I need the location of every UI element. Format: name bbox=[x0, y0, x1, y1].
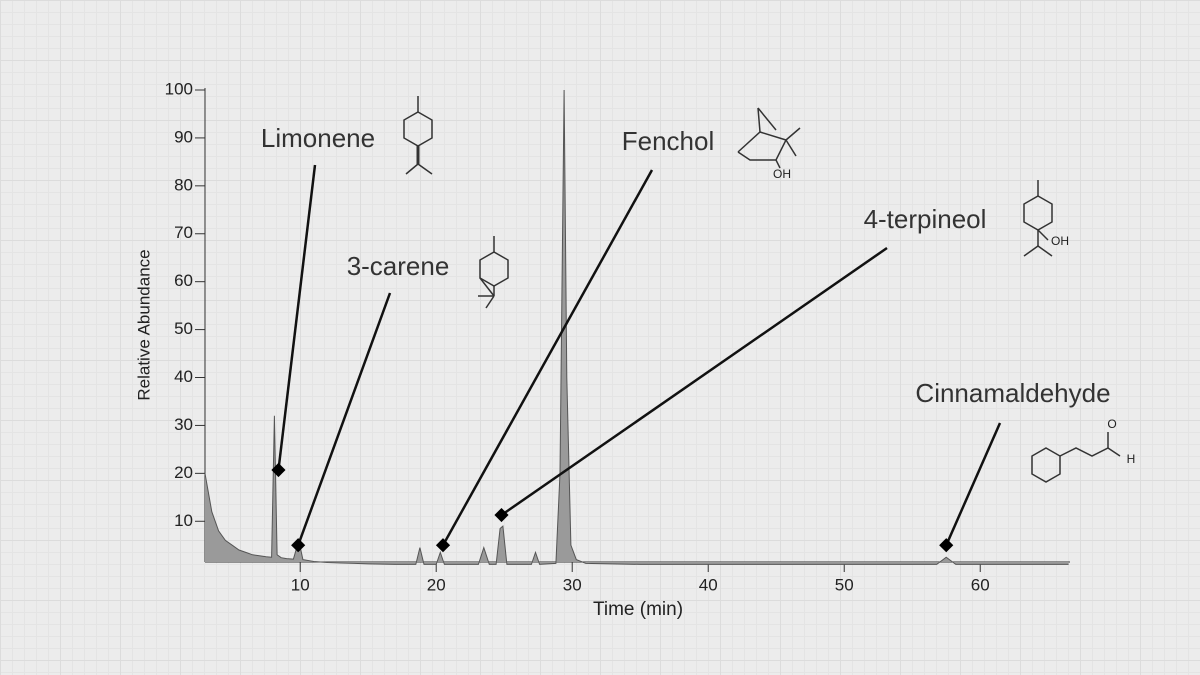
annotation-label: Fenchol bbox=[622, 126, 715, 156]
y-tick-label: 20 bbox=[174, 463, 193, 482]
x-tick-label: 60 bbox=[971, 575, 990, 594]
leader-line bbox=[296, 292, 392, 546]
structure-cinnamaldehyde bbox=[1031, 432, 1121, 483]
y-tick-label: 10 bbox=[174, 511, 193, 530]
trace-area bbox=[205, 90, 1069, 565]
y-tick-label: 100 bbox=[165, 79, 193, 98]
peak-marker bbox=[291, 538, 306, 553]
structure-label: O bbox=[1107, 417, 1116, 431]
leader-line bbox=[277, 164, 317, 471]
peak-marker bbox=[939, 538, 954, 553]
leader-line bbox=[441, 169, 654, 546]
x-tick-label: 50 bbox=[835, 575, 854, 594]
y-axis-title: Relative Abundance bbox=[134, 249, 153, 400]
annotation-label: 4-terpineol bbox=[864, 204, 987, 234]
peak-marker bbox=[271, 462, 286, 478]
y-tick-label: 40 bbox=[174, 367, 193, 386]
leader-line bbox=[500, 246, 888, 517]
x-axis-title: Time (min) bbox=[593, 599, 683, 620]
structure-carene bbox=[478, 236, 509, 309]
trace-line bbox=[204, 89, 1069, 565]
y-tick-label: 80 bbox=[174, 175, 193, 194]
x-tick-label: 40 bbox=[699, 575, 718, 594]
structure-limonene bbox=[403, 96, 433, 175]
x-tick-label: 30 bbox=[563, 575, 582, 594]
x-tick-label: 20 bbox=[427, 575, 446, 594]
annotation-label: Limonene bbox=[261, 123, 375, 153]
annotation-label: Cinnamaldehyde bbox=[915, 378, 1110, 408]
structure-label: OH bbox=[773, 167, 791, 181]
y-tick-label: 50 bbox=[174, 319, 193, 338]
peak-marker bbox=[494, 507, 509, 523]
y-tick-label: 70 bbox=[174, 223, 193, 242]
y-tick-label: 30 bbox=[174, 415, 193, 434]
structure-terpineol bbox=[1023, 180, 1053, 257]
y-tick-label: 60 bbox=[174, 271, 193, 290]
annotation-label: 3-carene bbox=[347, 251, 450, 281]
structure-label: OH bbox=[1051, 234, 1069, 248]
x-tick-label: 10 bbox=[291, 575, 310, 594]
structure-label: H bbox=[1127, 452, 1136, 466]
structure-fenchol bbox=[737, 107, 801, 169]
peak-marker bbox=[435, 538, 451, 553]
leader-line bbox=[945, 422, 1002, 546]
y-tick-label: 90 bbox=[174, 127, 193, 146]
